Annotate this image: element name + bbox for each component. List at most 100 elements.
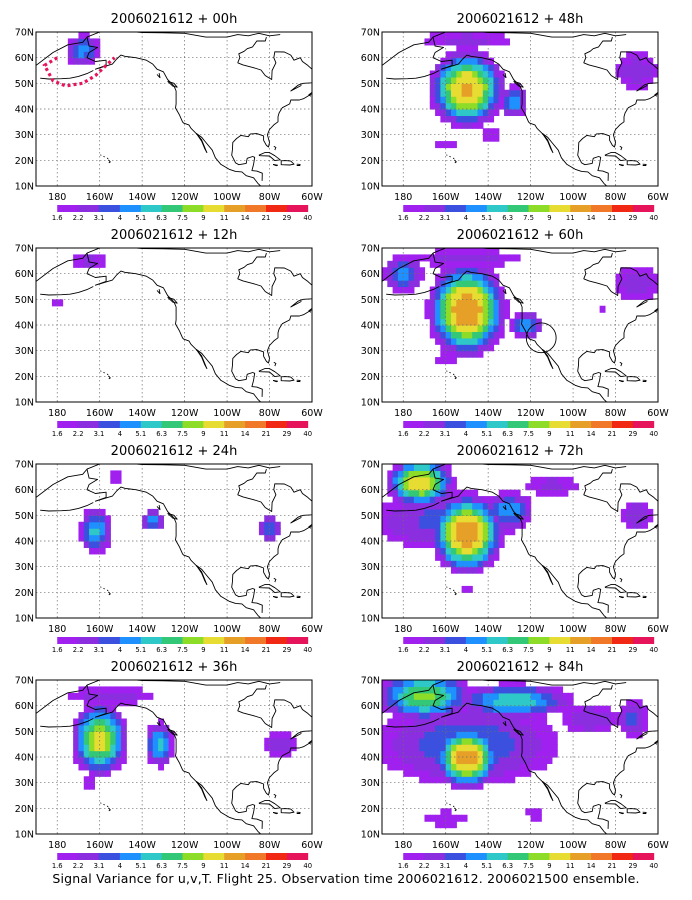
variance-cell <box>456 782 463 790</box>
variance-cell <box>445 312 452 320</box>
variance-cell <box>498 705 505 713</box>
variance-cell <box>413 489 420 497</box>
variance-cell <box>488 712 495 720</box>
plot-frame <box>381 463 659 619</box>
coastline <box>106 373 109 376</box>
variance-cell <box>451 260 457 268</box>
variance-cell <box>120 718 127 726</box>
coastline <box>382 680 627 714</box>
variance-cell <box>397 763 404 771</box>
variance-cell <box>397 750 404 758</box>
variance-cell <box>482 718 489 726</box>
variance-cell <box>620 267 627 275</box>
variance-cell <box>493 737 500 745</box>
variance-cell <box>285 750 292 758</box>
variance-cell <box>89 718 95 726</box>
variance-cell <box>290 737 297 745</box>
variance-cell <box>445 699 452 707</box>
variance-cell <box>535 724 542 732</box>
colorbar-swatch <box>632 637 655 644</box>
colorbar-swatch <box>424 421 446 428</box>
colorbar-swatch <box>286 205 309 212</box>
variance-cell <box>456 541 463 549</box>
variance-cell <box>477 260 484 268</box>
variance-cell <box>610 718 617 726</box>
variance-cell <box>636 712 643 720</box>
coastline <box>103 155 105 158</box>
variance-cell <box>440 712 447 720</box>
chart-panel-60h: 2006021612 + 60h10N20N30N40N50N60N70N180… <box>361 228 670 438</box>
variance-cell <box>408 464 415 472</box>
variance-cell <box>477 96 484 104</box>
y-tick-label: 30N <box>15 778 34 789</box>
variance-cell <box>445 750 452 758</box>
coastline <box>577 93 658 181</box>
variance-cell <box>142 515 149 523</box>
variance-cell <box>387 718 394 726</box>
colorbar-swatch <box>182 637 204 644</box>
variance-cell <box>424 38 431 46</box>
variance-cell <box>445 305 452 313</box>
variance-cell <box>466 769 473 777</box>
colorbar-swatch <box>612 637 634 644</box>
variance-cell <box>105 515 111 523</box>
variance-cell <box>451 757 457 765</box>
variance-cell <box>636 705 643 713</box>
variance-cell <box>466 331 473 339</box>
variance-cell <box>461 96 468 104</box>
coastline <box>40 502 94 512</box>
variance-cell <box>488 70 495 78</box>
variance-cell <box>152 731 159 739</box>
variance-cell <box>382 744 388 752</box>
variance-cell <box>461 299 468 307</box>
variance-cell <box>451 566 457 574</box>
variance-cell <box>520 718 526 726</box>
variance-cell <box>604 724 611 732</box>
colorbar-swatch <box>570 637 592 644</box>
variance-cell <box>498 680 505 688</box>
variance-cell <box>105 699 111 707</box>
variance-cell <box>435 724 441 732</box>
variance-cell <box>504 528 510 536</box>
variance-cell <box>599 705 606 713</box>
variance-cell <box>456 267 463 275</box>
variance-cell <box>419 534 426 542</box>
coastline <box>583 468 613 495</box>
variance-cell <box>105 731 111 739</box>
variance-cell <box>498 737 505 745</box>
variance-cell <box>520 325 526 333</box>
colorbar-label: 1.6 <box>398 646 409 654</box>
variance-cell <box>392 750 399 758</box>
variance-cell <box>472 70 479 78</box>
variance-cell <box>163 724 170 732</box>
coastline <box>382 248 627 282</box>
variance-cell <box>413 699 420 707</box>
variance-cell <box>105 712 111 720</box>
grid-lines <box>36 32 312 186</box>
coastline <box>40 286 94 296</box>
variance-cell <box>504 750 510 758</box>
variance-cell <box>105 769 111 777</box>
coastline <box>382 464 627 498</box>
variance-cell <box>94 731 101 739</box>
chart-panel-72h: 2006021612 + 72h10N20N30N40N50N60N70N180… <box>361 444 670 654</box>
variance-cell <box>78 724 85 732</box>
variance-cell <box>477 528 484 536</box>
coastline <box>654 739 658 745</box>
variance-cell <box>520 502 526 510</box>
variance-cell <box>461 280 468 288</box>
coastline <box>577 525 658 613</box>
variance-cell <box>403 737 410 745</box>
variance-cell <box>429 769 436 777</box>
variance-cell <box>626 515 633 523</box>
variance-cell <box>408 692 415 700</box>
y-tick-label: 60N <box>361 485 380 496</box>
variance-cell <box>466 325 473 333</box>
y-tick-label: 10N <box>15 182 34 193</box>
variance-cell <box>440 483 447 491</box>
variance-cell <box>631 502 638 510</box>
colorbar-swatch <box>140 205 163 212</box>
variance-cell <box>466 534 473 542</box>
variance-cell <box>456 692 463 700</box>
variance-cell <box>493 692 500 700</box>
